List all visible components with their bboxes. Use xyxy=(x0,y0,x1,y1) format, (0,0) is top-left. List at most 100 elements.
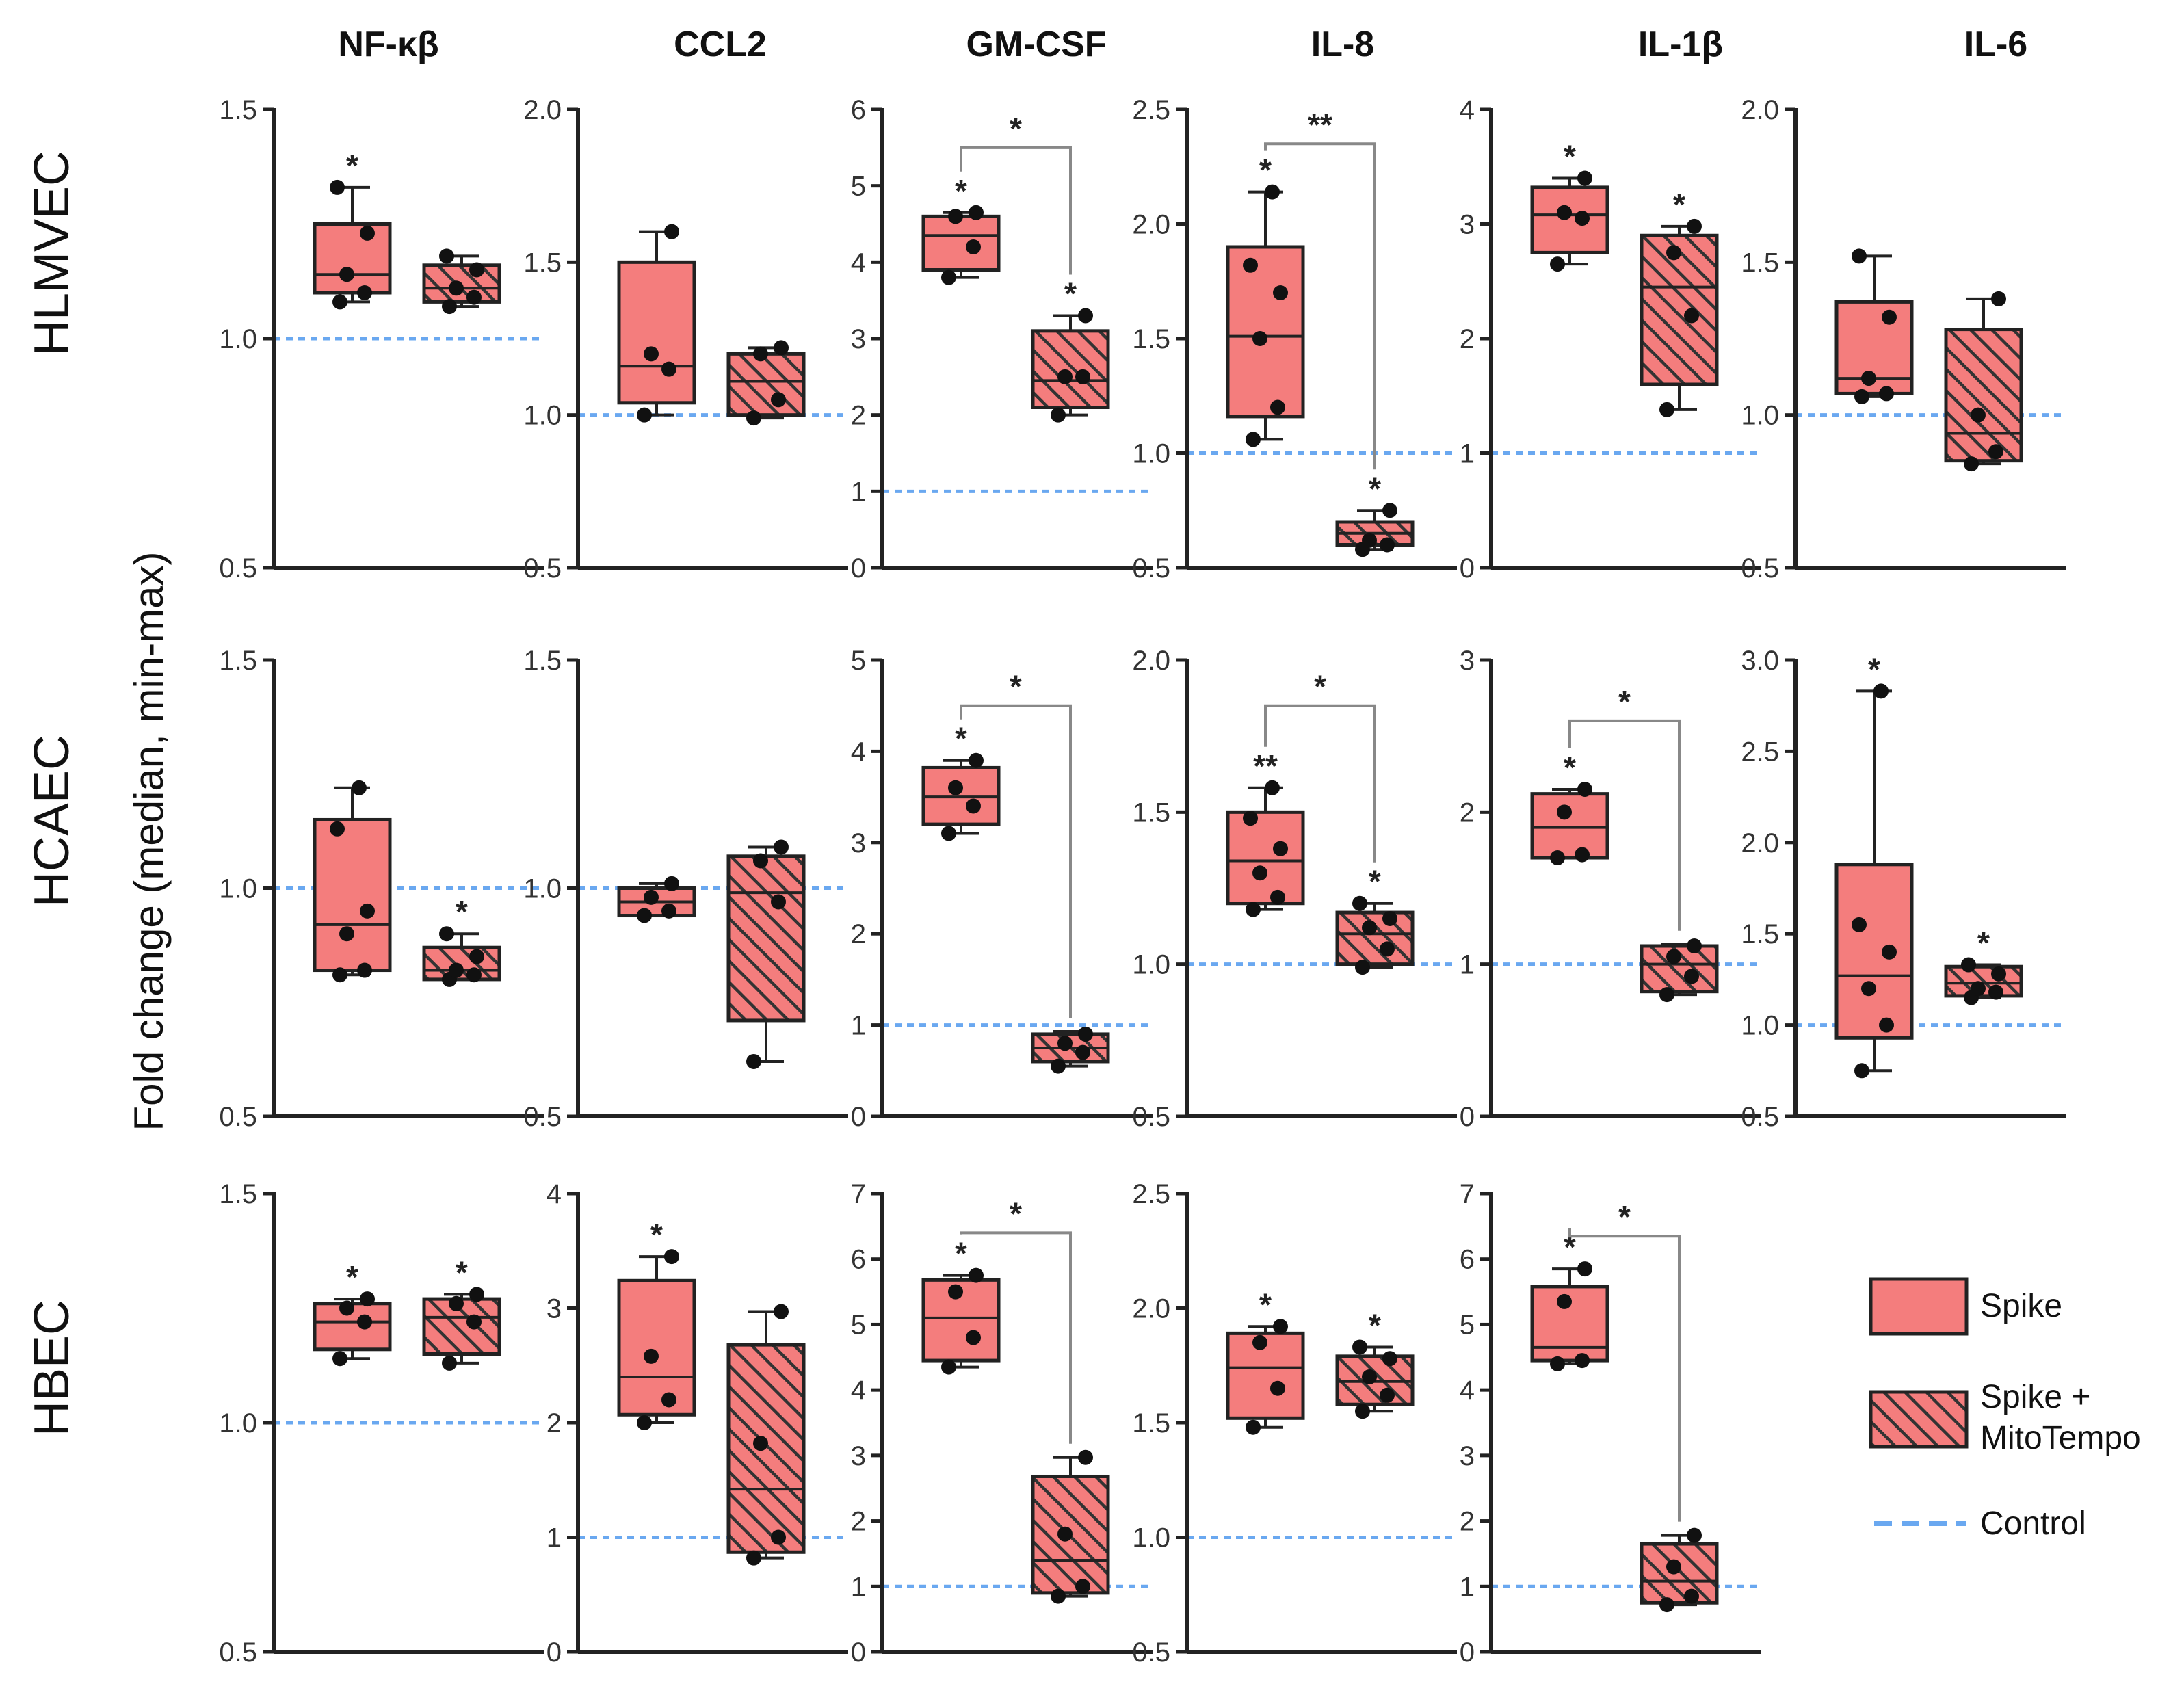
y-tick-label: 1.5 xyxy=(523,248,562,278)
comparison-bracket xyxy=(960,704,1072,1018)
y-tick-label: 2.0 xyxy=(1132,1294,1170,1324)
y-tick-label: 1.5 xyxy=(219,646,257,676)
data-point xyxy=(1971,981,1986,997)
mito-box-group xyxy=(1031,1449,1110,1604)
spike-box-group: * xyxy=(921,173,1001,285)
data-point xyxy=(774,839,789,855)
y-tick-label: 3 xyxy=(1460,646,1475,676)
data-point xyxy=(1988,444,2003,460)
significance-star: * xyxy=(1259,153,1272,188)
y-tick-label: 5 xyxy=(1460,1310,1475,1340)
mito-box-group: * xyxy=(1335,864,1415,975)
significance-star: * xyxy=(346,1259,358,1295)
significance-star: * xyxy=(1259,1287,1272,1322)
significance-star: * xyxy=(955,1236,967,1272)
mito-box xyxy=(1031,329,1110,410)
panel-hcaec-il-6: 0.5 1.0 1.5 2.0 2.5 3.0 * * xyxy=(1741,646,2066,1132)
mito-box-group: * xyxy=(1335,1307,1415,1419)
y-tick-label: 1 xyxy=(851,477,866,507)
data-point xyxy=(1362,532,1377,548)
y-tick-label: 1 xyxy=(851,1011,866,1041)
data-point xyxy=(1861,371,1876,386)
y-tick-label: 2 xyxy=(1460,798,1475,828)
significance-star: * xyxy=(1564,1229,1576,1265)
spike-box-group: * xyxy=(313,148,392,310)
y-tick-label: 2.5 xyxy=(1132,1179,1170,1209)
data-point xyxy=(1273,285,1288,300)
data-point xyxy=(637,1415,652,1430)
mito-box xyxy=(726,854,806,1023)
y-tick-label: 2 xyxy=(851,401,866,431)
bracket-significance: * xyxy=(1010,1196,1022,1231)
data-point xyxy=(466,289,482,305)
y-tick-label: 6 xyxy=(1460,1245,1475,1275)
data-point xyxy=(969,205,984,220)
y-tick-label: 6 xyxy=(851,1245,866,1275)
y-tick-label: 2.0 xyxy=(1132,210,1170,240)
y-tick-label: 0.5 xyxy=(1132,1637,1170,1668)
spike-box xyxy=(313,817,392,973)
y-tick-label: 1 xyxy=(547,1523,562,1553)
data-point xyxy=(664,224,679,239)
data-point xyxy=(357,962,372,978)
data-point xyxy=(1882,309,1897,325)
y-tick-label: 1.0 xyxy=(219,324,257,354)
data-point xyxy=(661,1392,676,1408)
data-point xyxy=(1057,1526,1073,1542)
data-point xyxy=(360,903,375,919)
row-label-hbec: HBEC xyxy=(25,1300,79,1436)
panel-hcaec-gm-csf: 0 1 2 3 4 5 * * xyxy=(851,646,1153,1132)
row-label-hlmvec: HLMVEC xyxy=(25,150,79,356)
spike-box-group: * xyxy=(1530,139,1609,272)
data-point xyxy=(753,346,768,362)
significance-star: * xyxy=(650,1217,663,1252)
panel-hbec-il-8: 0.5 1.0 1.5 2.0 2.5 * * xyxy=(1132,1179,1457,1668)
data-point xyxy=(469,1287,484,1302)
spike-box xyxy=(1226,245,1305,419)
data-point xyxy=(1380,1387,1395,1403)
spike-box-group: * xyxy=(617,1217,696,1430)
spike-box-group: * xyxy=(1530,750,1609,866)
data-point xyxy=(1352,895,1367,911)
data-point xyxy=(1854,389,1869,404)
data-point xyxy=(1352,1339,1367,1355)
y-tick-label: 3 xyxy=(851,324,866,354)
bracket-significance: * xyxy=(1618,684,1631,720)
mito-box xyxy=(726,352,806,417)
data-point xyxy=(948,1284,963,1300)
row-label-hcaec: HCAEC xyxy=(25,735,79,907)
data-point xyxy=(644,1348,659,1364)
y-tick-label: 1.0 xyxy=(1741,1011,1779,1041)
data-point xyxy=(1382,910,1397,926)
spike-box xyxy=(617,1278,696,1417)
data-point xyxy=(439,248,454,264)
y-tick-label: 0.5 xyxy=(1132,553,1170,583)
data-point xyxy=(1355,960,1370,975)
data-point xyxy=(966,239,981,254)
data-point xyxy=(1550,850,1565,866)
y-tick-label: 0.5 xyxy=(1132,1102,1170,1132)
data-point xyxy=(661,361,676,377)
bracket-significance: * xyxy=(1618,1199,1631,1235)
significance-star: * xyxy=(1977,925,1990,961)
data-point xyxy=(339,926,354,942)
y-tick-label: 1.0 xyxy=(1741,401,1779,431)
comparison-bracket xyxy=(1568,1228,1681,1522)
column-title-il-6: IL-6 xyxy=(1964,25,2027,64)
y-tick-label: 0.5 xyxy=(1741,1102,1779,1132)
mito-box-group xyxy=(726,1304,806,1566)
data-point xyxy=(1051,1588,1066,1604)
data-point xyxy=(1362,920,1377,936)
panel-hcaec-ccl2: 0.5 1.0 1.5 xyxy=(523,646,848,1132)
y-tick-label: 2.0 xyxy=(1741,95,1779,125)
spike-box xyxy=(1226,810,1305,906)
data-point xyxy=(1557,804,1572,820)
y-tick-label: 0.5 xyxy=(219,1102,257,1132)
y-tick-label: 1.5 xyxy=(219,95,257,125)
y-tick-label: 1.5 xyxy=(1741,919,1779,949)
comparison-bracket xyxy=(960,146,1072,275)
spike-box-group xyxy=(1834,248,1914,404)
data-point xyxy=(966,798,981,814)
data-point xyxy=(1246,432,1261,447)
